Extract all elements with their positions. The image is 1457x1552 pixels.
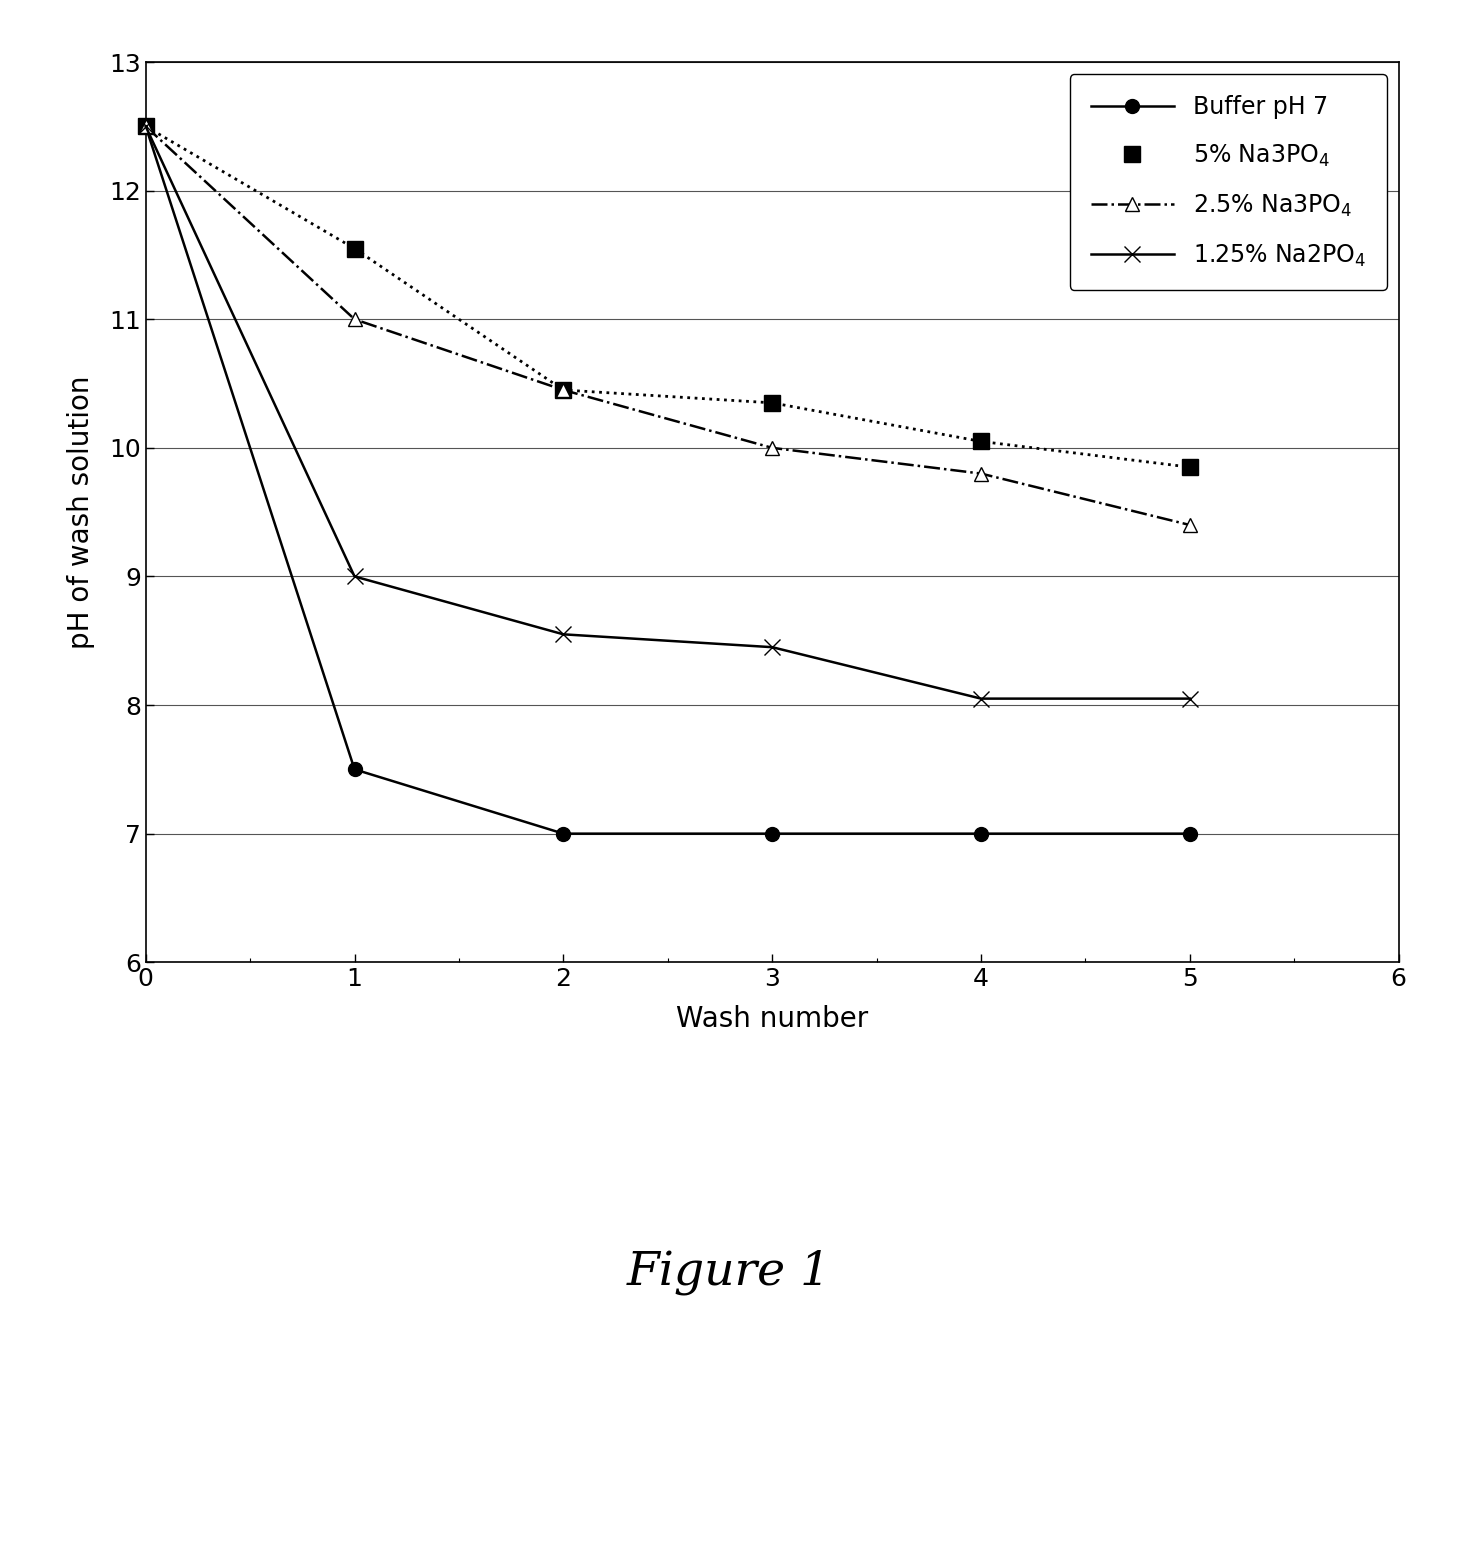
Legend: Buffer pH 7, 5% Na3PO$_4$, 2.5% Na3PO$_4$, 1.25% Na2PO$_4$: Buffer pH 7, 5% Na3PO$_4$, 2.5% Na3PO$_4… <box>1069 74 1387 290</box>
X-axis label: Wash number: Wash number <box>676 1006 868 1034</box>
Y-axis label: pH of wash solution: pH of wash solution <box>67 376 95 649</box>
Text: Figure 1: Figure 1 <box>627 1249 830 1296</box>
